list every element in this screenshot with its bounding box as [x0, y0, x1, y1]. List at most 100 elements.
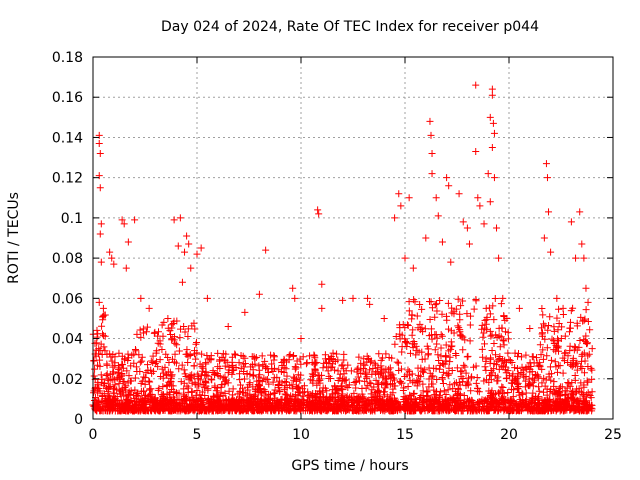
roti-point	[436, 399, 444, 407]
roti-point	[566, 342, 574, 350]
roti-point	[202, 359, 210, 367]
roti-point	[125, 354, 133, 362]
roti-point	[171, 406, 179, 414]
roti-point-peak	[572, 254, 580, 262]
roti-point-peak	[297, 335, 305, 343]
roti-point-peak	[95, 298, 103, 306]
roti-point-peak	[164, 314, 172, 322]
data-points	[89, 81, 596, 415]
roti-point	[303, 359, 311, 367]
roti-point	[329, 402, 337, 410]
roti-point	[559, 369, 567, 377]
roti-point	[257, 386, 265, 394]
roti-point	[538, 332, 546, 340]
roti-point	[580, 401, 588, 409]
roti-point	[353, 365, 361, 373]
roti-point	[416, 326, 424, 334]
roti-point	[481, 397, 489, 405]
roti-point	[102, 384, 110, 392]
roti-point-peak	[137, 294, 145, 302]
roti-point	[178, 361, 186, 369]
roti-point	[481, 363, 489, 371]
roti-point	[543, 344, 551, 352]
roti-point	[433, 334, 441, 342]
roti-point	[213, 384, 221, 392]
roti-point	[141, 391, 149, 399]
roti-point	[386, 364, 394, 372]
roti-point	[280, 369, 288, 377]
roti-point	[357, 369, 365, 377]
roti-point	[454, 295, 462, 303]
roti-point	[519, 397, 527, 405]
roti-point-peak	[488, 91, 496, 99]
roti-point	[438, 332, 446, 340]
roti-point-peak	[131, 216, 139, 224]
roti-point	[429, 380, 437, 388]
roti-point	[473, 374, 481, 382]
roti-point	[193, 387, 201, 395]
roti-point-peak	[480, 220, 488, 228]
roti-point	[555, 347, 563, 355]
roti-point	[241, 375, 249, 383]
roti-point	[225, 387, 233, 395]
roti-point	[557, 335, 565, 343]
roti-point	[171, 339, 179, 347]
roti-point-peak	[447, 258, 455, 266]
roti-point-peak	[488, 85, 496, 93]
roti-point	[459, 333, 467, 341]
roti-point	[321, 351, 329, 359]
roti-point	[188, 379, 196, 387]
roti-point	[586, 391, 594, 399]
roti-point	[573, 385, 581, 393]
roti-point	[375, 395, 383, 403]
y-tick-label: 0.1	[61, 211, 83, 227]
y-tick-label: 0.04	[52, 332, 83, 348]
roti-point	[586, 402, 594, 410]
roti-point	[240, 363, 248, 371]
roti-point	[381, 384, 389, 392]
roti-point	[515, 406, 523, 414]
roti-point	[532, 392, 540, 400]
roti-point	[536, 341, 544, 349]
roti-point	[186, 406, 194, 414]
roti-point	[411, 298, 419, 306]
roti-point	[163, 381, 171, 389]
roti-point	[98, 313, 106, 321]
roti-point	[276, 388, 284, 396]
roti-point	[101, 380, 109, 388]
roti-point	[463, 404, 471, 412]
roti-point	[90, 357, 98, 365]
roti-point-peak	[395, 190, 403, 198]
roti-point	[527, 363, 535, 371]
roti-point	[218, 381, 226, 389]
roti-point	[107, 375, 115, 383]
roti-point	[409, 344, 417, 352]
roti-point	[551, 390, 559, 398]
roti-point	[334, 395, 342, 403]
roti-point-peak	[545, 208, 553, 216]
roti-point-peak	[495, 254, 503, 262]
roti-point	[475, 403, 483, 411]
roti-point	[261, 404, 269, 412]
roti-point	[438, 310, 446, 318]
roti-point	[268, 360, 276, 368]
roti-point	[480, 377, 488, 385]
roti-point	[427, 325, 435, 333]
roti-point	[324, 367, 332, 375]
roti-point	[157, 401, 165, 409]
roti-point	[177, 396, 185, 404]
roti-point	[428, 304, 436, 312]
roti-point	[158, 345, 166, 353]
roti-point	[186, 400, 194, 408]
roti-point	[275, 399, 283, 407]
roti-point	[456, 316, 464, 324]
roti-point-peak	[422, 234, 430, 242]
roti-point-peak	[181, 248, 189, 256]
roti-point	[379, 405, 387, 413]
roti-point	[159, 395, 167, 403]
roti-point	[140, 373, 148, 381]
roti-point	[371, 359, 379, 367]
roti-point	[308, 370, 316, 378]
roti-point-peak	[315, 210, 323, 218]
